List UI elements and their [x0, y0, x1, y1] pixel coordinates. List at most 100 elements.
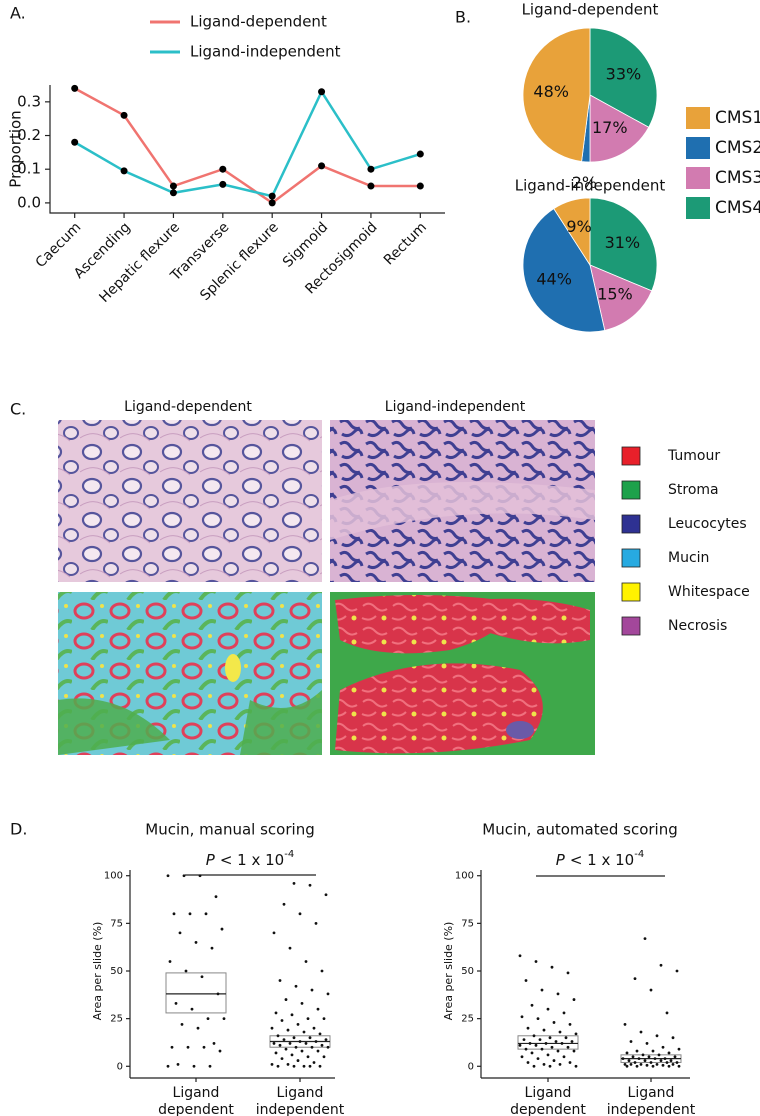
data-point [120, 111, 128, 119]
data-point [665, 1011, 669, 1015]
data-point [532, 1034, 536, 1038]
annotation: P < 1 x 10-4 [206, 849, 294, 869]
annotation-exponent: -4 [284, 849, 294, 860]
data-point [627, 1059, 631, 1062]
annotation-text: < 1 x 10 [220, 851, 284, 869]
x-tick-label: Ligand [173, 1085, 220, 1101]
y-tick-label: 0.0 [17, 193, 41, 211]
data-point [296, 1059, 300, 1062]
legend-label: CMS2 [715, 138, 760, 158]
data-point [556, 1049, 560, 1053]
data-point [651, 1064, 655, 1068]
y-axis-label: Proportion [7, 110, 25, 187]
legend-label: Tumour [667, 448, 720, 464]
data-point [222, 1017, 226, 1021]
panel-label: D. [10, 820, 27, 839]
legend-swatch [621, 514, 641, 534]
data-point [308, 883, 312, 887]
data-point [667, 1051, 671, 1055]
data-point [643, 937, 647, 941]
data-point [667, 1064, 671, 1068]
data-point [647, 1055, 651, 1059]
data-point [568, 1061, 572, 1064]
legend-label: Stroma [668, 482, 719, 498]
data-point [562, 1055, 566, 1059]
data-point [312, 1061, 316, 1064]
pie-slice [522, 208, 606, 333]
data-point [623, 1022, 627, 1026]
series-line [74, 89, 421, 198]
annotation-symbol: P [556, 851, 566, 869]
data-point [665, 1061, 669, 1064]
data-point [292, 1064, 296, 1068]
x-tick-label: Sigmoid [280, 219, 331, 270]
data-point [278, 1043, 282, 1047]
data-point [182, 874, 186, 878]
legend-swatch [686, 197, 710, 219]
data-point [552, 1059, 556, 1062]
annotation-exponent: -4 [634, 849, 644, 860]
data-point [316, 1007, 320, 1011]
legend-label: Mucin [668, 550, 709, 566]
data-point [284, 1047, 288, 1051]
data-point [518, 1043, 522, 1047]
data-point [530, 1003, 534, 1007]
annotation-text: < 1 x 10 [570, 851, 634, 869]
data-point [208, 1064, 212, 1068]
data-point [310, 988, 314, 992]
legend-label: CMS4 [715, 198, 760, 218]
data-point [568, 1022, 572, 1026]
x-tick-label: dependent [158, 1102, 234, 1116]
data-point [212, 1042, 216, 1045]
data-point [200, 975, 204, 979]
data-point [661, 1063, 665, 1067]
panel-label: C. [10, 400, 26, 419]
data-point [174, 1001, 178, 1005]
data-point [659, 1059, 663, 1062]
x-tick-label: Ligand [628, 1085, 675, 1101]
data-point [270, 1062, 274, 1066]
data-point [416, 182, 424, 190]
data-point [520, 1055, 524, 1059]
data-point [518, 954, 522, 958]
data-point [220, 927, 224, 931]
value-label: 15% [597, 284, 633, 303]
data-point [540, 1047, 544, 1051]
data-point [120, 167, 128, 175]
data-point [320, 1043, 324, 1047]
box [165, 972, 227, 1014]
x-tick-label: Caecum [33, 219, 85, 271]
data-point [318, 1064, 322, 1068]
data-point [534, 1043, 538, 1047]
data-point [292, 881, 296, 885]
y-tick-label: 0.1 [17, 160, 41, 178]
y-tick-label: 50 [110, 966, 123, 977]
data-point [169, 182, 177, 190]
legend-swatch [621, 616, 641, 636]
data-point [536, 1057, 540, 1061]
pie-slice [589, 94, 650, 163]
data-point [542, 1062, 546, 1066]
data-point [180, 1022, 184, 1026]
data-point [562, 1011, 566, 1015]
data-point [635, 1064, 639, 1068]
data-point [196, 1026, 200, 1030]
data-point [528, 1042, 532, 1045]
value-label: 31% [605, 233, 641, 252]
data-point [671, 1062, 675, 1066]
data-point [322, 1017, 326, 1021]
data-point [178, 931, 182, 935]
data-point [314, 921, 318, 925]
data-point [574, 1064, 578, 1068]
data-point [202, 1045, 206, 1049]
he-image [58, 420, 322, 582]
data-point [635, 1049, 639, 1053]
data-point [218, 1049, 222, 1053]
data-point [530, 1051, 534, 1055]
pie-title: Ligand-independent [515, 177, 666, 195]
data-point [292, 1036, 296, 1040]
data-point [625, 1064, 629, 1068]
legend-swatch [686, 137, 710, 159]
data-point [558, 1030, 562, 1034]
data-point [286, 1028, 290, 1032]
